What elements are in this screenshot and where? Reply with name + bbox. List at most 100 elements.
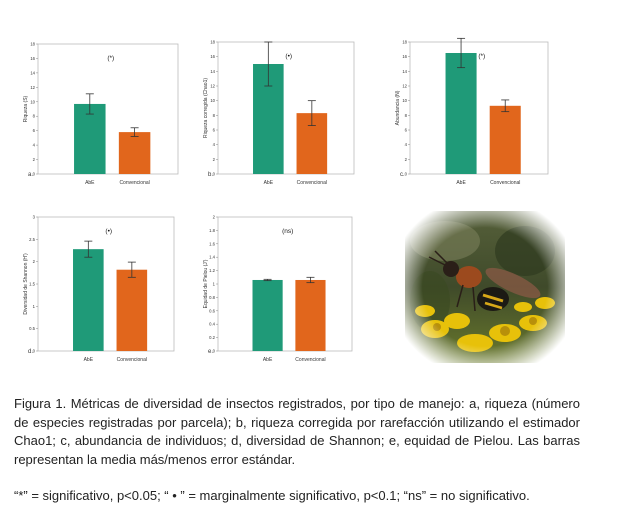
y-tick-label: 1.8 <box>209 228 215 233</box>
y-tick-label: 1 <box>33 304 36 309</box>
y-tick-label: 2 <box>405 157 408 162</box>
y-axis-label: Equidad de Pielou (J') <box>203 259 209 308</box>
category-label: AbE <box>84 357 94 363</box>
significance-annotation: (•) <box>105 228 112 235</box>
error-bar <box>130 127 139 137</box>
y-axis-label: Riqueza corregida (Chao1) <box>203 78 209 138</box>
y-tick-label: 18 <box>30 42 35 47</box>
bar-abe <box>445 53 477 174</box>
chart-riqueza: 0 2 4 6 8 10 12 14 16 18 Riqueza (S) AbE Convenciona… <box>20 28 182 194</box>
y-tick-label: 8 <box>213 113 216 118</box>
y-tick-label: 2 <box>213 157 216 162</box>
error-bar <box>457 37 466 69</box>
y-tick-label: 16 <box>210 54 215 59</box>
y-tick-label: 14 <box>210 69 215 74</box>
error-bar <box>85 93 94 115</box>
bee-on-flower-photo <box>405 211 565 363</box>
category-label: AbE <box>85 180 95 186</box>
chart-riqueza-corregida: 0 2 4 6 8 10 12 14 16 18 Riqueza corregida (Chao1)… <box>200 28 358 194</box>
chart-svg: 0 0.5 1 1.5 2 2.5 3 Diversidad de Shannon (H') A… <box>23 215 175 363</box>
plot-frame <box>217 216 353 352</box>
category-label: AbE <box>264 180 274 186</box>
y-tick-label: 2 <box>33 259 36 264</box>
y-tick-label: 1.4 <box>209 255 215 260</box>
y-tick-label: 0.8 <box>209 295 215 300</box>
y-tick-label: 6 <box>405 128 408 133</box>
significance-footnote: “*” = significativo, p<0.05; “ • ” = mar… <box>14 488 530 503</box>
category-label: Convencional <box>490 180 520 186</box>
plot-frame <box>37 216 175 352</box>
y-tick-label: 10 <box>402 98 407 103</box>
y-tick-label: 12 <box>30 85 35 90</box>
y-tick-label: 14 <box>402 69 407 74</box>
error-bar <box>306 276 315 284</box>
y-tick-label: 2 <box>213 215 216 220</box>
category-label: Convencional <box>295 357 325 363</box>
bar-convencional <box>489 105 521 174</box>
error-bar <box>501 99 510 113</box>
category-label: Convencional <box>119 180 149 186</box>
category-label: Convencional <box>117 357 147 363</box>
chart-equidad-pielou: 0 0.2 0.4 0.6 0.8 1 1.2 1.4 1.6 1.8 2 Equidad de Pi… <box>200 210 356 371</box>
y-tick-label: 12 <box>402 84 407 89</box>
panel-label: b. <box>208 172 213 178</box>
y-tick-label: 8 <box>33 114 36 119</box>
error-bar <box>263 278 272 282</box>
y-tick-label: 1.5 <box>29 282 35 287</box>
category-label: Convencional <box>297 180 327 186</box>
y-tick-label: 3 <box>33 215 36 220</box>
y-tick-label: 0.2 <box>209 335 215 340</box>
y-tick-label: 16 <box>30 56 35 61</box>
bar-convencional <box>118 132 151 174</box>
y-tick-label: 2 <box>33 157 36 162</box>
y-tick-label: 1 <box>213 282 216 287</box>
significance-annotation: (ns) <box>282 228 293 235</box>
panel-label: c. <box>400 172 405 178</box>
y-tick-label: 1.6 <box>209 241 215 246</box>
y-tick-label: 4 <box>405 142 408 147</box>
panel-label: d. <box>28 349 33 355</box>
y-tick-label: 0 <box>33 349 36 354</box>
y-tick-label: 0.4 <box>209 322 215 327</box>
y-tick-label: 18 <box>210 40 215 45</box>
y-tick-label: 14 <box>30 70 35 75</box>
category-label: AbE <box>263 357 273 363</box>
error-bar <box>84 240 93 258</box>
significance-annotation: (*) <box>107 55 114 62</box>
y-tick-label: 0 <box>405 172 408 177</box>
y-tick-label: 1.2 <box>209 268 215 273</box>
y-tick-label: 6 <box>33 128 36 133</box>
y-tick-label: 2.5 <box>29 237 35 242</box>
y-tick-label: 0 <box>213 349 216 354</box>
y-tick-label: 8 <box>405 113 408 118</box>
y-axis-label: Riqueza (S) <box>23 95 29 122</box>
error-bar <box>307 100 316 126</box>
y-tick-label: 16 <box>402 54 407 59</box>
panel-label: a. <box>28 172 33 178</box>
plot-frame <box>409 41 549 175</box>
y-tick-label: 10 <box>210 98 215 103</box>
y-tick-label: 12 <box>210 84 215 89</box>
y-tick-label: 0 <box>33 172 36 177</box>
chart-svg: 0 2 4 6 8 10 12 14 16 18 Abundancia (N) AbE Convenci… <box>395 37 549 186</box>
y-tick-label: 0.5 <box>29 326 35 331</box>
y-axis-label: Abundancia (N) <box>395 90 401 125</box>
chart-svg: 0 2 4 6 8 10 12 14 16 18 Riqueza (S) AbE Convenciona… <box>23 42 179 186</box>
y-tick-label: 6 <box>213 128 216 133</box>
chart-svg: 0 2 4 6 8 10 12 14 16 18 Riqueza corregida (Chao1)… <box>203 40 355 186</box>
y-tick-label: 4 <box>33 143 36 148</box>
error-bar <box>264 41 273 87</box>
chart-abundancia: 0 2 4 6 8 10 12 14 16 18 Abundancia (N) AbE Convenci… <box>392 28 552 194</box>
bar-abe <box>74 103 106 174</box>
y-tick-label: 0.6 <box>209 308 215 313</box>
error-bar <box>127 261 136 278</box>
y-tick-label: 0 <box>213 172 216 177</box>
y-tick-label: 4 <box>213 142 216 147</box>
chart-diversidad-shannon: 0 0.5 1 1.5 2 2.5 3 Diversidad de Shannon (H') A… <box>20 210 178 371</box>
bar-abe <box>73 249 104 351</box>
plot-frame <box>37 43 179 175</box>
bar-abe <box>252 279 283 351</box>
bar-convencional <box>295 279 326 351</box>
panel-label: e. <box>208 349 213 355</box>
significance-annotation: (•) <box>285 53 292 60</box>
